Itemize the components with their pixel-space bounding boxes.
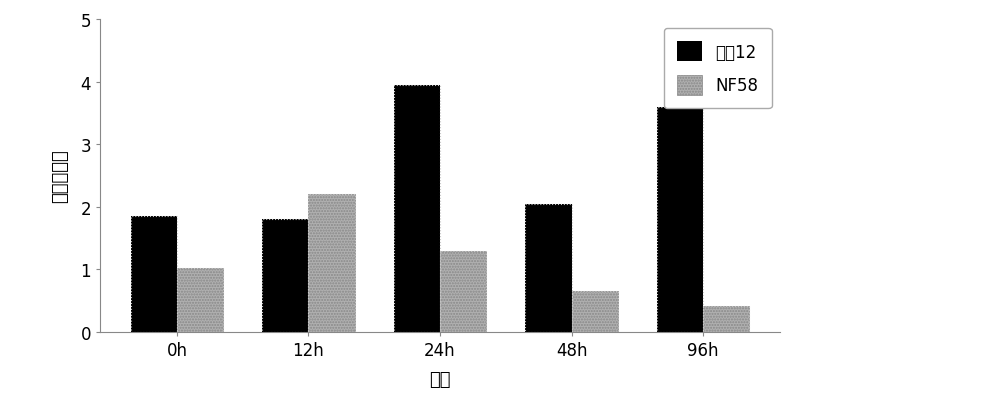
Bar <box>262 220 308 332</box>
Bar <box>308 195 355 332</box>
Bar <box>572 292 618 332</box>
Bar <box>308 195 355 332</box>
Bar <box>525 204 572 332</box>
Bar <box>440 251 486 332</box>
Bar <box>177 269 223 332</box>
Bar <box>394 86 440 332</box>
Bar <box>572 292 618 332</box>
Bar <box>657 108 703 332</box>
Bar <box>440 251 486 332</box>
Bar <box>657 108 703 332</box>
Bar <box>131 217 177 332</box>
Bar <box>394 86 440 332</box>
Legend: 冀甉12, NF58: 冀甉12, NF58 <box>664 29 772 109</box>
Bar <box>525 204 572 332</box>
X-axis label: 时间: 时间 <box>429 370 451 388</box>
Bar <box>262 220 308 332</box>
Y-axis label: 基因表达量: 基因表达量 <box>51 149 69 203</box>
Bar <box>703 306 749 332</box>
Bar <box>177 269 223 332</box>
Bar <box>703 306 749 332</box>
Bar <box>131 217 177 332</box>
